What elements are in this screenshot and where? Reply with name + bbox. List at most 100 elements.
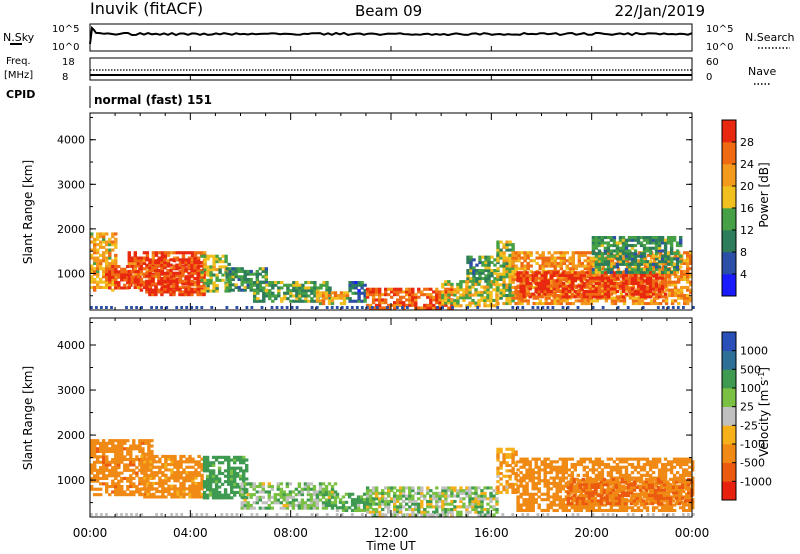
heatmap-cell-7 [321,296,326,300]
heatmap-cell-2 [217,455,222,459]
heatmap-cell-14 [648,289,653,293]
heatmap-cell-7 [567,473,571,477]
heatmap-cell-5 [411,494,415,498]
heatmap-cell-9 [438,295,442,299]
heatmap-cell-13 [683,294,687,298]
heatmap-cell-0 [132,447,136,451]
heatmap-cell-13 [634,299,639,303]
heatmap-cell-13 [580,299,584,303]
heatmap-cell-7 [531,457,535,461]
heatmap-cell-13 [622,302,627,306]
heatmap-cell-1 [197,463,201,467]
heatmap-cell-13 [571,256,575,260]
heatmap-cell-2 [154,272,159,276]
heatmap-cell-8 [351,286,355,290]
heatmap-cell-9 [438,306,442,310]
heatmap-cell-7 [564,460,568,464]
heatmap-cell-9 [381,298,385,302]
heatmap-cell-9 [435,293,439,297]
heatmap-cell-9 [429,287,433,291]
heatmap-cell-5 [393,502,397,506]
heatmap-cell-3 [154,282,158,286]
heatmap-cell-13 [550,261,554,265]
heatmap-cell-9 [432,290,436,294]
heatmap-cell-2 [136,285,141,289]
heatmap-cell-7 [519,457,523,461]
heatmap-cell-5 [365,505,370,509]
heatmap-cell-13 [686,285,690,289]
heatmap-cell-11 [478,279,482,283]
heatmap-cell-15 [660,241,665,245]
heatmap-cell-3 [327,498,332,502]
heatmap-cell-6 [307,299,311,303]
heatmap-cell-5 [399,486,403,490]
heatmap-cell-14 [654,276,659,280]
heatmap-cell-1 [108,273,112,277]
heatmap-cell-3 [172,282,176,286]
heatmap-cell-15 [633,249,638,253]
heatmap-cell-12 [502,275,506,279]
heatmap-cell-3 [258,506,262,510]
heatmap-cell-9 [441,303,445,307]
heatmap-cell-3 [172,271,176,275]
heatmap-cell-1 [179,457,183,461]
heatmap-cell-5 [365,494,370,498]
heatmap-cell-13 [652,299,657,303]
heatmap-cell-14 [579,287,583,291]
heatmap-cell-1 [111,273,115,277]
heatmap-cell-15 [669,238,674,242]
heatmap-cell-0 [111,479,115,483]
heatmap-cell-3 [318,487,323,491]
heatmap-cell-1 [188,476,192,480]
heatmap-cell-5 [474,499,478,503]
heatmap-cell-14 [576,292,580,296]
heatmap-cell-15 [606,265,611,269]
heatmap-cell-5 [240,275,244,279]
heatmap-cell-3 [321,490,326,494]
heatmap-cell-15 [657,270,662,274]
heatmap-cell-0 [99,471,103,475]
heatmap-cell-2 [214,485,219,489]
heatmap-cell-13 [661,261,666,265]
heatmap-cell-13 [517,253,521,257]
heatmap-cell-13 [622,253,627,257]
heatmap-cell-10 [441,290,445,294]
heatmap-cell-15 [606,241,611,245]
heatmap-cell-0 [90,485,94,489]
heatmap-cell-2 [227,480,231,484]
heatmap-cell-6 [265,291,269,295]
heatmap-cell-3 [163,290,167,294]
heatmap-cell-0 [117,474,121,478]
heatmap-cell-0 [135,447,139,451]
heatmap-cell-12 [502,272,506,276]
heatmap-cell-0 [111,468,115,472]
heatmap-cell-12 [505,275,509,279]
heatmap-cell-14 [624,273,629,277]
heatmap-cell-0 [117,447,121,451]
heatmap-cell-7 [528,495,532,499]
heatmap-cell-0 [123,458,127,462]
heatmap-cell-0 [123,441,127,445]
heatmap-cell-14 [657,292,662,296]
heatmap-cell-0 [90,248,94,252]
heatmap-cell-14 [648,284,653,288]
heatmap-cell-13 [541,259,545,263]
heatmap-cell-13 [541,269,545,273]
heatmap-cell-13 [583,259,587,263]
heatmap-cell-5 [399,505,403,509]
heatmap-cell-1 [146,473,150,477]
heatmap-cell-9 [365,287,370,291]
heatmap-cell-13 [664,261,669,265]
heatmap-cell-10 [468,293,472,297]
heatmap-cell-0 [102,245,106,249]
heatmap-cell-15 [603,257,608,261]
heatmap-cell-5 [429,499,433,503]
heatmap-cell-2 [214,496,219,500]
heatmap-cell-15 [663,246,668,250]
heatmap-cell-7 [576,473,580,477]
heatmap-cell-0 [111,243,115,247]
heatmap-cell-0 [90,267,94,271]
heatmap-cell-4 [362,506,367,510]
heatmap-cell-7 [525,490,529,494]
heatmap-cell-13 [520,256,524,260]
